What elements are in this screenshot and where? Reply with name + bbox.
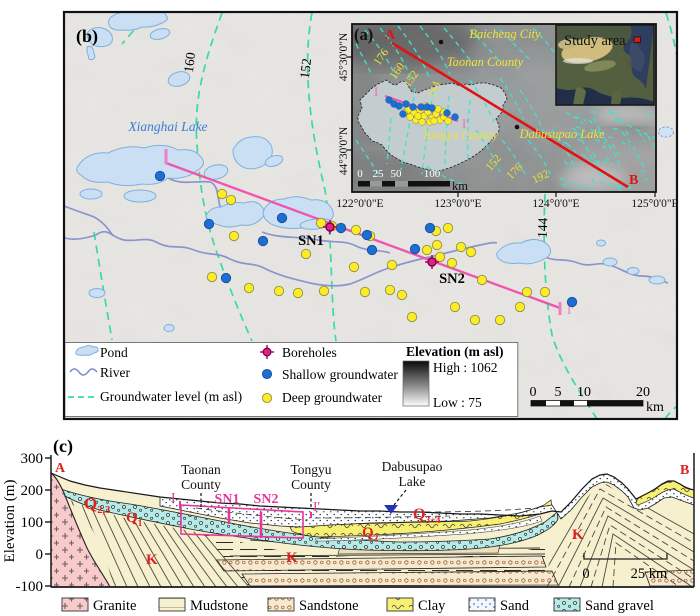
svg-text:K: K bbox=[146, 552, 158, 568]
svg-text:SN2: SN2 bbox=[439, 271, 465, 287]
svg-text:0: 0 bbox=[36, 547, 44, 563]
svg-text:Sand: Sand bbox=[500, 598, 530, 614]
svg-text:High : 1062: High : 1062 bbox=[433, 360, 498, 375]
svg-text:SN2: SN2 bbox=[254, 492, 279, 507]
svg-text:Taonan County: Taonan County bbox=[447, 55, 524, 69]
svg-text:Boreholes: Boreholes bbox=[282, 345, 337, 360]
svg-text:144: 144 bbox=[535, 217, 551, 238]
svg-text:0: 0 bbox=[582, 566, 589, 582]
svg-text:125°0'0"E: 125°0'0"E bbox=[631, 198, 678, 210]
svg-text:25 km: 25 km bbox=[631, 566, 668, 582]
svg-text:5: 5 bbox=[555, 385, 562, 400]
svg-text:Study area: Study area bbox=[564, 33, 626, 49]
svg-text:Groundwater level (m asl): Groundwater level (m asl) bbox=[100, 389, 242, 404]
svg-text:200: 200 bbox=[21, 483, 44, 499]
svg-text:(a): (a) bbox=[354, 25, 373, 44]
svg-text:SN1: SN1 bbox=[298, 233, 324, 249]
svg-text:I: I bbox=[171, 490, 176, 505]
svg-text:44°30'0"N: 44°30'0"N bbox=[338, 126, 350, 175]
svg-text:B: B bbox=[629, 173, 638, 188]
svg-text:Taonan: Taonan bbox=[181, 462, 221, 477]
svg-text:25: 25 bbox=[373, 168, 385, 180]
svg-text:20: 20 bbox=[636, 385, 650, 400]
svg-text:Low : 75: Low : 75 bbox=[433, 395, 482, 410]
svg-text:123°0'0"E: 123°0'0"E bbox=[434, 198, 481, 210]
svg-text:10: 10 bbox=[577, 385, 591, 400]
svg-text:Sandstone: Sandstone bbox=[299, 598, 359, 614]
svg-text:0: 0 bbox=[530, 385, 537, 400]
svg-text:Clay: Clay bbox=[418, 598, 446, 614]
svg-text:K: K bbox=[286, 550, 298, 566]
svg-text:100: 100 bbox=[424, 168, 441, 180]
svg-text:122°0'0"E: 122°0'0"E bbox=[336, 198, 383, 210]
svg-text:Elevation (m): Elevation (m) bbox=[2, 480, 18, 563]
svg-text:Tongyu County: Tongyu County bbox=[422, 128, 498, 142]
svg-text:50: 50 bbox=[391, 168, 403, 180]
svg-text:Granite: Granite bbox=[93, 598, 136, 614]
svg-text:K: K bbox=[572, 527, 584, 543]
svg-text:B: B bbox=[680, 463, 689, 478]
svg-text:County: County bbox=[291, 477, 331, 492]
svg-text:Lake: Lake bbox=[399, 474, 426, 489]
svg-text:Baicheng City: Baicheng City bbox=[469, 27, 541, 41]
svg-text:A: A bbox=[385, 28, 396, 43]
svg-text:County: County bbox=[181, 477, 221, 492]
svg-text:km: km bbox=[452, 179, 468, 193]
svg-text:Xianghai Lake: Xianghai Lake bbox=[127, 119, 207, 134]
svg-text:Tongyu: Tongyu bbox=[290, 462, 331, 477]
svg-text:Elevation (m asl): Elevation (m asl) bbox=[406, 344, 504, 359]
svg-text:124°0'0"E: 124°0'0"E bbox=[532, 198, 579, 210]
svg-text:I': I' bbox=[462, 117, 468, 131]
svg-text:Pond: Pond bbox=[100, 345, 128, 360]
svg-text:(c): (c) bbox=[53, 436, 73, 457]
svg-text:River: River bbox=[100, 365, 130, 380]
svg-text:I: I bbox=[374, 85, 378, 99]
svg-text:Shallow groundwater: Shallow groundwater bbox=[282, 367, 398, 382]
svg-text:A: A bbox=[55, 461, 66, 476]
svg-text:I': I' bbox=[567, 302, 574, 317]
svg-text:Mudstone: Mudstone bbox=[190, 598, 248, 614]
svg-text:160: 160 bbox=[181, 51, 198, 73]
svg-text:(b): (b) bbox=[76, 26, 98, 47]
svg-text:Sand gravel: Sand gravel bbox=[585, 598, 654, 614]
svg-text:Dabusupao Lake: Dabusupao Lake bbox=[518, 127, 605, 141]
svg-text:-100: -100 bbox=[16, 579, 44, 595]
svg-text:km: km bbox=[646, 400, 664, 415]
svg-text:I': I' bbox=[313, 499, 320, 514]
svg-text:Deep groundwater: Deep groundwater bbox=[282, 390, 383, 405]
svg-text:Dabusupao: Dabusupao bbox=[382, 459, 443, 474]
svg-text:100: 100 bbox=[21, 515, 44, 531]
svg-text:45°30'0"N: 45°30'0"N bbox=[338, 32, 350, 81]
svg-text:0: 0 bbox=[357, 168, 363, 180]
svg-text:152: 152 bbox=[297, 57, 314, 79]
svg-text:300: 300 bbox=[21, 451, 44, 467]
svg-text:SN1: SN1 bbox=[215, 492, 240, 507]
